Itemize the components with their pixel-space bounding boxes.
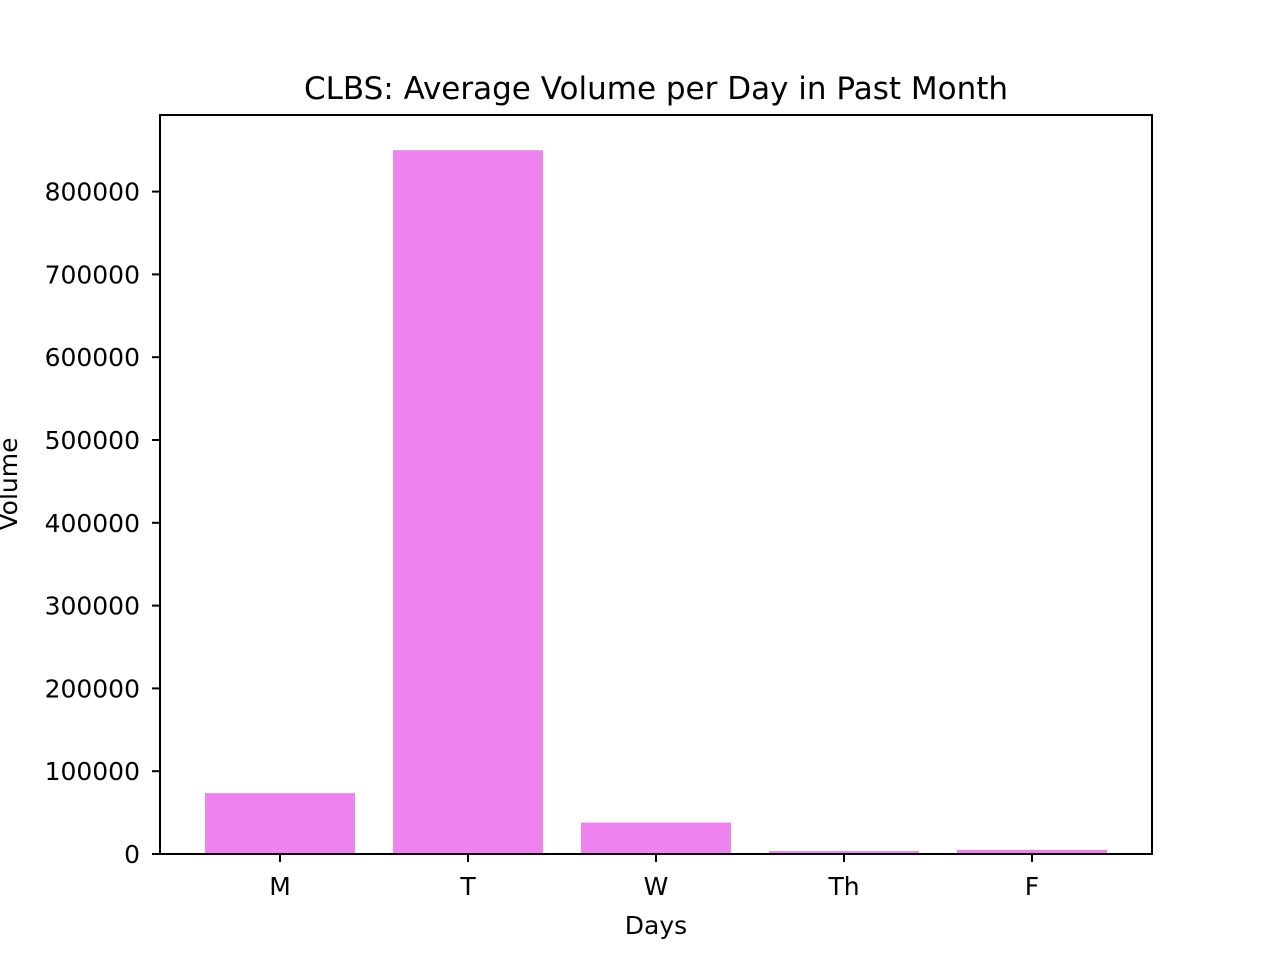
y-tick-label: 700000 [45,260,140,289]
bars-group [205,150,1107,854]
x-tick-label: F [1025,872,1039,901]
y-tick-label: 500000 [45,426,140,455]
y-tick-label: 0 [124,840,140,869]
bar-m [205,793,355,854]
y-tick-label: 600000 [45,343,140,372]
bar-t [393,150,543,854]
plot-frame [159,114,1153,855]
bar-th [769,851,919,854]
y-tick-label: 200000 [45,674,140,703]
x-axis-label: Days [625,911,687,940]
bar-f [957,849,1107,854]
y-axis-label: Volume [0,438,23,531]
bar-w [581,822,731,854]
chart-title: CLBS: Average Volume per Day in Past Mon… [304,71,1008,107]
y-tick-label: 100000 [45,757,140,786]
y-tick-label: 800000 [45,178,140,207]
y-axis: 0 100000 200000 300000 400000 500000 600000 700… [45,178,160,869]
x-tick-label: M [269,872,291,901]
x-tick-label: Th [827,872,859,901]
x-axis: M T W Th F [269,854,1039,901]
y-tick-label: 300000 [45,592,140,621]
x-tick-label: T [459,872,476,901]
y-tick-label: 400000 [45,509,140,538]
x-tick-label: W [644,872,669,901]
